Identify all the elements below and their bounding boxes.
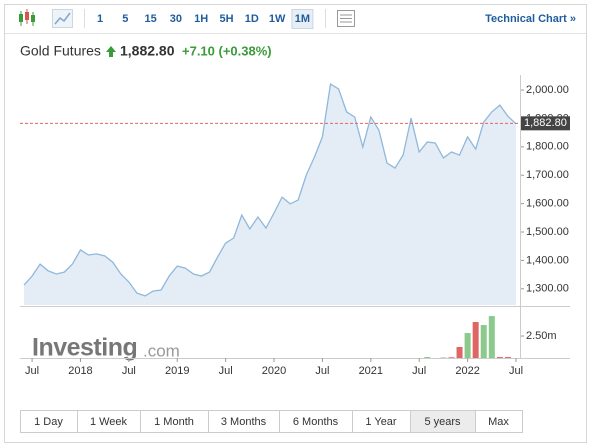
volume-bar xyxy=(504,357,511,358)
last-value-box xyxy=(520,116,570,131)
interval-button[interactable]: 5H xyxy=(219,13,233,25)
price-line xyxy=(23,83,517,297)
range-button-label: 3 Months xyxy=(221,416,267,428)
range-button[interactable]: 1 Year xyxy=(352,410,411,433)
range-button[interactable]: 3 Months xyxy=(208,410,280,433)
interval-label: 1D xyxy=(245,13,259,25)
x-tick-label: 2020 xyxy=(262,365,286,377)
interval-label: 5H xyxy=(219,13,233,25)
range-button-label: 1 Day xyxy=(34,416,63,428)
chart-area: 1,300.00 1,400.00 1,500.00 1,600.00 1,700.00… xyxy=(20,75,570,377)
y-tick-label: 1,400.00 xyxy=(526,254,569,266)
technical-chart-link[interactable]: Technical Chart » xyxy=(485,13,576,25)
volume-bar xyxy=(480,325,487,358)
table-icon[interactable] xyxy=(337,10,355,27)
x-tick-label: 2022 xyxy=(455,365,479,377)
interval-button[interactable]: 1M xyxy=(291,9,314,29)
range-button[interactable]: 6 Months xyxy=(279,410,353,433)
interval-label: 1H xyxy=(194,13,208,25)
interval-label: 1M xyxy=(295,13,310,25)
y-tick-label: 1,600.00 xyxy=(526,198,569,210)
watermark-suffix: .com xyxy=(143,341,180,360)
volume-bar xyxy=(440,357,447,358)
x-tick-label: Jul xyxy=(219,365,233,377)
interval-button[interactable]: 15 xyxy=(144,13,156,25)
interval-button[interactable]: 1D xyxy=(245,13,259,25)
interval-button[interactable]: 30 xyxy=(170,13,182,25)
interval-button[interactable]: 1H xyxy=(194,13,208,25)
line-icon[interactable] xyxy=(52,9,73,28)
range-button-bg xyxy=(475,410,523,433)
watermark: Investing xyxy=(32,334,137,362)
range-button[interactable]: 1 Day xyxy=(20,410,78,433)
x-tick-label: 2021 xyxy=(359,365,383,377)
range-button-label: 1 Year xyxy=(365,416,397,428)
interval-button[interactable]: 5 xyxy=(122,13,128,25)
interval-label: 1 xyxy=(97,13,103,25)
range-button[interactable]: 1 Month xyxy=(140,410,209,433)
x-tick-label: Jul xyxy=(25,365,39,377)
interval-label: 30 xyxy=(170,13,182,25)
volume-bar xyxy=(456,347,463,358)
y-tick-label: 1,500.00 xyxy=(526,226,569,238)
volume-bar xyxy=(472,322,479,358)
volume-bar xyxy=(424,357,431,358)
up-arrow xyxy=(106,46,116,57)
volume-bar xyxy=(464,333,471,358)
range-button-label: 5 years xyxy=(424,416,461,428)
range-button[interactable]: 5 years xyxy=(410,410,476,433)
x-tick-label: Jul xyxy=(509,365,523,377)
interval-label: 1W xyxy=(269,13,286,25)
y-tick-label: 2,000.00 xyxy=(526,84,569,96)
y-tick-label: 1,700.00 xyxy=(526,169,569,181)
last-price: 1,882.80 xyxy=(120,43,175,59)
x-tick-label: 2019 xyxy=(165,365,189,377)
instrument-title: Gold Futures xyxy=(20,43,101,59)
interval-label: 15 xyxy=(144,13,156,25)
x-tick-label: 2018 xyxy=(68,365,92,377)
interval-button[interactable]: 1W xyxy=(269,13,286,25)
range-button-label: 1 Month xyxy=(154,416,194,428)
y-tick-label: 2.50m xyxy=(526,330,557,342)
x-tick-label: Jul xyxy=(315,365,329,377)
price-area xyxy=(24,84,516,305)
y-tick-label: 1,800.00 xyxy=(526,141,569,153)
interval-buttons: 1 5 15 30 1H 5H 1D 1W 1M xyxy=(97,9,314,29)
range-button[interactable]: Max xyxy=(475,410,523,433)
volume-bar xyxy=(488,316,495,358)
range-buttons: 1 Day 1 Week 1 Month 3 Months 6 Months 1 Year… xyxy=(20,410,523,433)
volume-bar xyxy=(496,357,503,358)
price-change: +7.10 (+0.38%) xyxy=(182,43,272,58)
y-tick-label: 1,300.00 xyxy=(526,283,569,295)
volume-bar xyxy=(448,357,455,358)
range-button[interactable]: 1 Week xyxy=(77,410,141,433)
interval-selected-bg xyxy=(291,9,314,29)
range-button-label: Max xyxy=(488,416,509,428)
last-value-label: 1,882.80 xyxy=(524,117,567,129)
candle-icon[interactable] xyxy=(19,9,35,26)
x-tick-label: Jul xyxy=(122,365,136,377)
interval-button[interactable]: 1 xyxy=(97,13,103,25)
interval-label: 5 xyxy=(122,13,128,25)
range-button-label: 6 Months xyxy=(293,416,339,428)
x-tick-label: Jul xyxy=(412,365,426,377)
range-button-label: 1 Week xyxy=(90,416,128,428)
